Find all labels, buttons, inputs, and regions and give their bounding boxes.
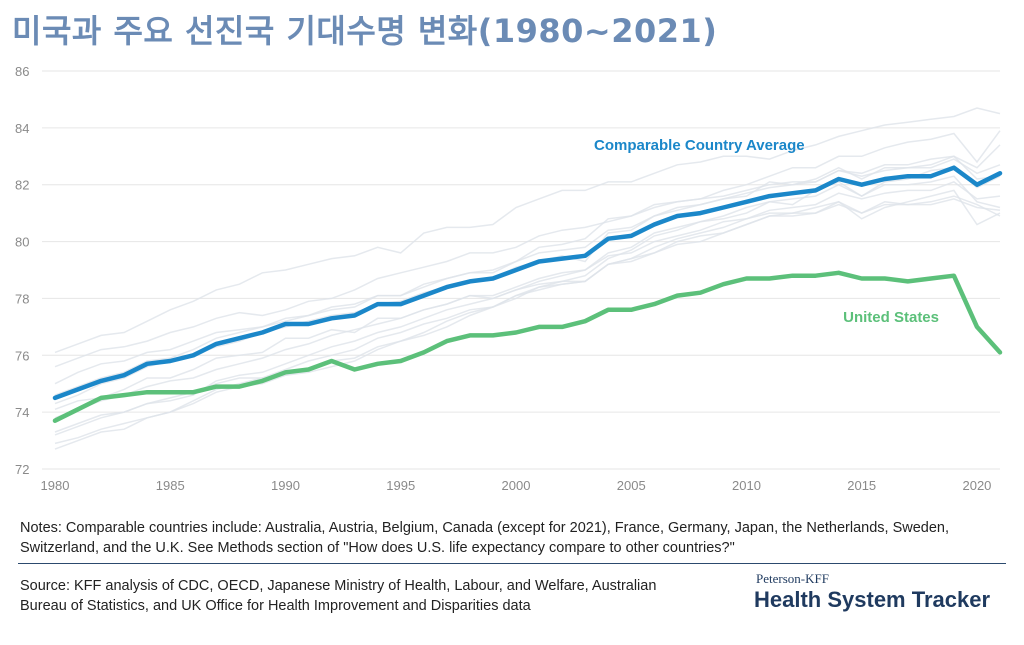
life-expectancy-chart: 72 74 76 78 80 82 84 86 1980 1985 1990 1995 2000 2005…	[15, 64, 1003, 493]
chart-title: 미국과 주요 선진국 기대수명 변화(1980~2021)	[12, 12, 718, 50]
chart-source: Source: KFF analysis of CDC, OECD, Japan…	[20, 578, 657, 614]
background-country-line	[54, 175, 1001, 436]
divider	[18, 563, 1006, 564]
x-tick-label: 1985	[156, 478, 185, 493]
us-series-label: United States	[843, 309, 939, 326]
background-country-line	[54, 198, 1001, 433]
y-tick-label: 80	[15, 235, 29, 250]
background-country-line	[54, 195, 1001, 445]
background-country-line	[54, 144, 1001, 385]
background-country-line	[54, 181, 1001, 419]
x-tick-label: 2005	[617, 478, 646, 493]
x-tick-label: 2010	[732, 478, 761, 493]
y-tick-label: 74	[15, 405, 29, 420]
background-country-line	[54, 107, 1001, 354]
brand-logo: Health System Tracker	[754, 587, 991, 612]
y-tick-label: 86	[15, 64, 29, 79]
x-tick-label: 1995	[386, 478, 415, 493]
background-country-line	[54, 166, 1001, 411]
y-tick-label: 82	[15, 178, 29, 193]
x-tick-label: 1980	[41, 478, 70, 493]
brand-subtitle: Peterson-KFF	[756, 571, 829, 586]
y-tick-label: 72	[15, 462, 29, 477]
chart-notes: Notes: Comparable countries include: Aus…	[20, 520, 950, 556]
x-tick-label: 2015	[847, 478, 876, 493]
average-series-line	[52, 165, 1003, 401]
x-tick-label: 2020	[962, 478, 991, 493]
x-tick-label: 1990	[271, 478, 300, 493]
x-tick-label: 2000	[502, 478, 531, 493]
y-tick-label: 76	[15, 348, 29, 363]
background-country-line	[54, 130, 1001, 368]
average-series-label: Comparable Country Average	[594, 137, 805, 154]
us-series-line	[52, 270, 1003, 423]
y-tick-label: 84	[15, 121, 29, 136]
y-tick-label: 78	[15, 291, 29, 306]
